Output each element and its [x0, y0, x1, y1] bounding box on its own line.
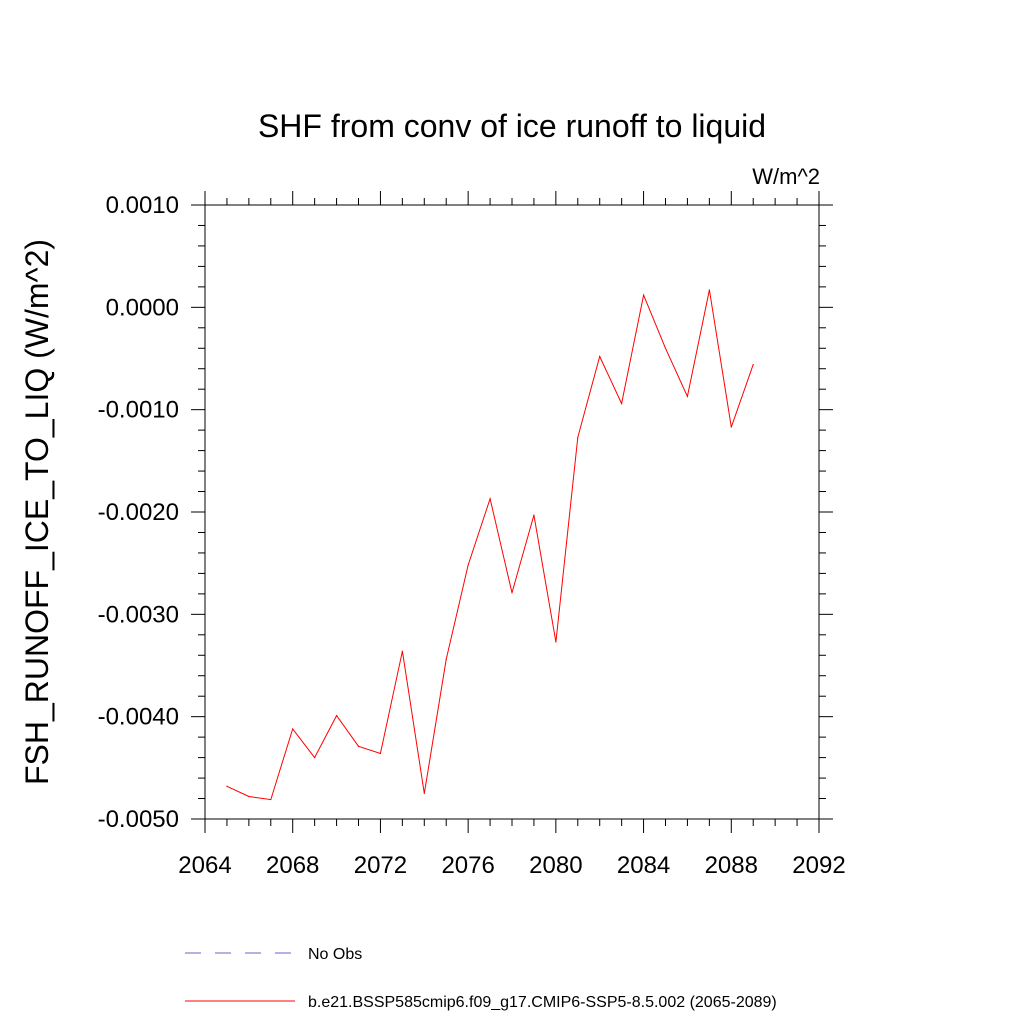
- y-axis-label: FSH_RUNOFF_ICE_TO_LIQ (W/m^2): [19, 239, 55, 785]
- data-point: [577, 436, 579, 438]
- data-point: [511, 592, 513, 594]
- x-tick-label: 2068: [266, 852, 319, 879]
- y-tick-label: -0.0020: [98, 499, 179, 526]
- data-point: [270, 798, 272, 801]
- data-point: [467, 564, 469, 566]
- data-point: [357, 745, 360, 747]
- data-point: [226, 785, 228, 787]
- x-tick-label: 2088: [705, 852, 758, 879]
- data-point: [708, 289, 710, 291]
- data-point: [533, 514, 535, 516]
- data-point: [445, 658, 447, 660]
- data-point: [752, 364, 754, 366]
- y-tick-label: -0.0010: [98, 397, 179, 424]
- data-point: [489, 498, 491, 500]
- data-point: [642, 294, 645, 296]
- series-layer: [226, 289, 754, 801]
- y-tick-label: -0.0030: [98, 601, 179, 628]
- y-tick-label: -0.0050: [98, 806, 179, 833]
- data-point: [248, 795, 250, 798]
- x-tick-label: 2084: [617, 852, 670, 879]
- x-tick-label: 2076: [441, 852, 494, 879]
- chart-title: SHF from conv of ice runoff to liquid: [258, 108, 766, 144]
- data-point: [599, 355, 601, 358]
- legend-label-1: b.e21.BSSP585cmip6.f09_g17.CMIP6-SSP5-8.…: [308, 994, 777, 1011]
- data-point: [314, 757, 316, 759]
- x-tick-label: 2064: [178, 852, 231, 879]
- data-point: [730, 426, 732, 428]
- data-point: [621, 402, 623, 405]
- data-point: [423, 792, 425, 795]
- data-point: [401, 650, 403, 652]
- y-tick-label: 0.0010: [106, 192, 179, 219]
- x-tick-label: 2092: [792, 852, 845, 879]
- x-tick-label: 2072: [354, 852, 407, 879]
- data-point: [664, 347, 667, 349]
- data-point: [335, 715, 338, 717]
- plot-frame: [204, 204, 820, 820]
- data-point: [379, 752, 382, 755]
- legend-label-0: No Obs: [308, 946, 362, 963]
- x-tick-label: 2080: [529, 852, 582, 879]
- legend: No Obs b.e21.BSSP585cmip6.f09_g17.CMIP6-S…: [185, 946, 777, 1011]
- series-line-0: [226, 289, 754, 801]
- axes: 2064 2068 2072 2076 2080 2084 2088 2092 -0.0050 -…: [98, 191, 846, 879]
- data-point: [292, 728, 294, 730]
- data-point: [555, 641, 557, 643]
- data-point: [686, 395, 689, 397]
- units-label: W/m^2: [752, 164, 820, 189]
- y-tick-label: -0.0040: [98, 704, 179, 731]
- y-tick-label: 0.0000: [106, 294, 179, 321]
